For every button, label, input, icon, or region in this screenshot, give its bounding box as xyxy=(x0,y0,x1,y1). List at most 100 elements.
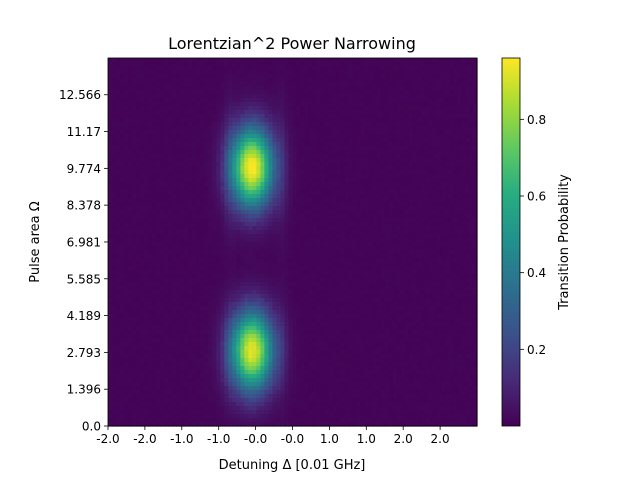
heatmap-cell xyxy=(172,246,177,251)
heatmap-cell xyxy=(260,62,266,67)
heatmap-cell xyxy=(424,206,430,211)
heatmap-cell xyxy=(164,158,169,163)
heatmap-cell xyxy=(260,242,266,247)
heatmap-cell xyxy=(316,166,322,171)
heatmap-cell xyxy=(208,206,213,211)
heatmap-cell xyxy=(240,90,245,95)
heatmap-cell xyxy=(432,214,438,219)
heatmap-cell xyxy=(276,254,282,259)
heatmap-cell xyxy=(232,82,237,87)
heatmap-cell xyxy=(248,78,253,83)
heatmap-cell xyxy=(364,270,370,275)
heatmap-cell xyxy=(340,202,346,207)
heatmap-cell xyxy=(180,58,185,63)
heatmap-cell xyxy=(460,206,466,211)
heatmap-cell xyxy=(396,242,402,247)
heatmap-cell xyxy=(436,78,442,83)
heatmap-cell xyxy=(192,130,197,135)
heatmap-cell xyxy=(204,218,209,223)
heatmap-cell xyxy=(288,122,294,127)
heatmap-cell xyxy=(348,222,354,227)
heatmap-cell xyxy=(408,166,414,171)
heatmap-cell xyxy=(276,218,282,223)
heatmap-cell xyxy=(276,234,282,239)
heatmap-cell xyxy=(168,254,173,259)
heatmap-cell xyxy=(176,258,181,263)
heatmap-cell xyxy=(416,266,422,271)
heatmap-cell xyxy=(280,202,286,207)
heatmap-cell xyxy=(384,122,390,127)
heatmap-cell xyxy=(400,66,406,71)
heatmap-cell xyxy=(440,130,446,135)
heatmap-cell xyxy=(376,142,382,147)
heatmap-cell xyxy=(220,126,225,131)
heatmap-cell xyxy=(432,222,438,227)
heatmap-cell xyxy=(372,266,378,271)
heatmap-cell xyxy=(328,114,334,119)
heatmap-cell xyxy=(472,130,478,135)
heatmap-cell xyxy=(120,122,125,127)
heatmap-cell xyxy=(124,74,129,79)
heatmap-cell xyxy=(340,78,346,83)
heatmap-cell xyxy=(308,242,314,247)
heatmap-cell xyxy=(372,174,378,179)
heatmap-cell xyxy=(112,202,117,207)
heatmap-cell xyxy=(284,86,290,91)
heatmap-cell xyxy=(436,230,442,235)
heatmap-cell xyxy=(456,258,462,263)
heatmap-cell xyxy=(276,270,282,275)
heatmap-cell xyxy=(420,222,426,227)
heatmap-cell xyxy=(320,190,326,195)
heatmap-cell xyxy=(472,118,478,123)
heatmap-cell xyxy=(248,206,253,211)
heatmap-cell xyxy=(460,170,466,175)
heatmap-cell xyxy=(196,250,201,255)
heatmap-cell xyxy=(392,174,398,179)
heatmap-cell xyxy=(264,206,270,211)
heatmap-cell xyxy=(124,266,129,271)
heatmap-cell xyxy=(308,122,314,127)
heatmap-cell xyxy=(448,126,454,131)
heatmap-cell xyxy=(368,194,374,199)
heatmap-cell xyxy=(340,158,346,163)
heatmap-cell xyxy=(344,106,350,111)
heatmap-cell xyxy=(440,142,446,147)
heatmap-cell xyxy=(168,70,173,75)
heatmap-cell xyxy=(456,218,462,223)
heatmap-cell xyxy=(464,266,470,271)
heatmap-cell xyxy=(416,206,422,211)
heatmap-cell xyxy=(356,70,362,75)
heatmap-cell xyxy=(440,178,446,183)
heatmap-cell xyxy=(432,138,438,143)
heatmap-cell xyxy=(224,146,229,151)
heatmap-cell xyxy=(224,58,229,63)
heatmap-cell xyxy=(356,254,362,259)
heatmap-cell xyxy=(448,122,454,127)
heatmap-cell xyxy=(360,214,366,219)
heatmap-cell xyxy=(240,198,245,203)
heatmap-cell xyxy=(164,150,169,155)
heatmap-cell xyxy=(136,126,141,131)
heatmap-cell xyxy=(320,138,326,143)
heatmap-cell xyxy=(444,190,450,195)
heatmap-cell xyxy=(260,146,266,151)
heatmap-cell xyxy=(140,142,145,147)
heatmap-cell xyxy=(316,214,322,219)
heatmap-cell xyxy=(228,74,233,79)
heatmap-cell xyxy=(268,166,274,171)
heatmap-cell xyxy=(144,114,149,119)
heatmap-cell xyxy=(212,186,217,191)
heatmap-cell xyxy=(160,134,165,139)
heatmap-cell xyxy=(164,254,169,259)
heatmap-cell xyxy=(420,242,426,247)
heatmap-cell xyxy=(340,122,346,127)
heatmap-cell xyxy=(172,230,177,235)
heatmap-cell xyxy=(460,250,466,255)
heatmap-cell xyxy=(420,130,426,135)
heatmap-cell xyxy=(112,194,117,199)
heatmap-cell xyxy=(168,98,173,103)
heatmap-cell xyxy=(324,170,330,175)
heatmap-cell xyxy=(264,214,270,219)
heatmap-cell xyxy=(176,178,181,183)
heatmap-cell xyxy=(148,98,153,103)
